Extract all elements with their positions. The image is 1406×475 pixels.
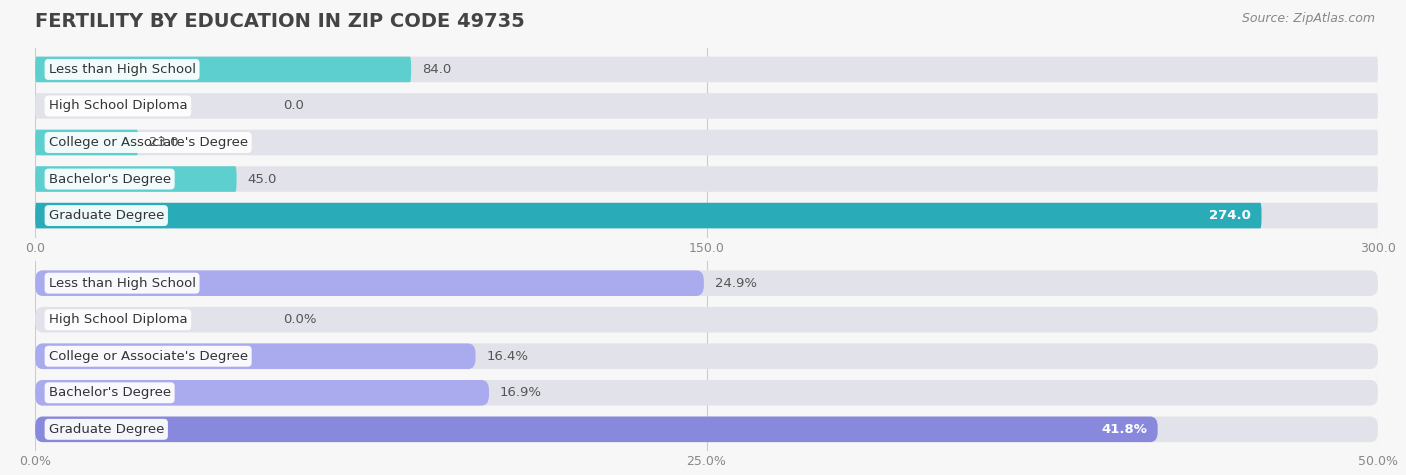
Text: 23.0: 23.0 bbox=[149, 136, 179, 149]
FancyBboxPatch shape bbox=[35, 417, 1378, 442]
FancyBboxPatch shape bbox=[35, 270, 704, 296]
Text: Graduate Degree: Graduate Degree bbox=[49, 209, 165, 222]
FancyBboxPatch shape bbox=[35, 343, 475, 369]
Text: College or Associate's Degree: College or Associate's Degree bbox=[49, 136, 247, 149]
Text: High School Diploma: High School Diploma bbox=[49, 99, 187, 113]
Text: Less than High School: Less than High School bbox=[49, 63, 195, 76]
FancyBboxPatch shape bbox=[35, 57, 1378, 82]
Text: 24.9%: 24.9% bbox=[714, 276, 756, 290]
Text: Bachelor's Degree: Bachelor's Degree bbox=[49, 172, 170, 186]
FancyBboxPatch shape bbox=[35, 380, 489, 406]
FancyBboxPatch shape bbox=[35, 166, 1378, 192]
FancyBboxPatch shape bbox=[35, 130, 1378, 155]
FancyBboxPatch shape bbox=[35, 93, 1378, 119]
Text: Bachelor's Degree: Bachelor's Degree bbox=[49, 386, 170, 399]
Text: 274.0: 274.0 bbox=[1209, 209, 1251, 222]
FancyBboxPatch shape bbox=[35, 203, 1261, 228]
FancyBboxPatch shape bbox=[35, 130, 138, 155]
Text: Source: ZipAtlas.com: Source: ZipAtlas.com bbox=[1241, 12, 1375, 25]
FancyBboxPatch shape bbox=[35, 343, 1378, 369]
Text: FERTILITY BY EDUCATION IN ZIP CODE 49735: FERTILITY BY EDUCATION IN ZIP CODE 49735 bbox=[35, 12, 524, 31]
FancyBboxPatch shape bbox=[35, 307, 1378, 332]
FancyBboxPatch shape bbox=[35, 166, 236, 192]
Text: Less than High School: Less than High School bbox=[49, 276, 195, 290]
Text: 84.0: 84.0 bbox=[422, 63, 451, 76]
Text: 16.9%: 16.9% bbox=[499, 386, 541, 399]
FancyBboxPatch shape bbox=[35, 270, 1378, 296]
Text: Graduate Degree: Graduate Degree bbox=[49, 423, 165, 436]
FancyBboxPatch shape bbox=[35, 203, 1378, 228]
Text: 0.0: 0.0 bbox=[284, 99, 305, 113]
Text: 41.8%: 41.8% bbox=[1101, 423, 1147, 436]
Text: College or Associate's Degree: College or Associate's Degree bbox=[49, 350, 247, 363]
FancyBboxPatch shape bbox=[35, 417, 1157, 442]
FancyBboxPatch shape bbox=[35, 57, 411, 82]
Text: 45.0: 45.0 bbox=[247, 172, 277, 186]
Text: High School Diploma: High School Diploma bbox=[49, 313, 187, 326]
FancyBboxPatch shape bbox=[35, 380, 1378, 406]
Text: 16.4%: 16.4% bbox=[486, 350, 529, 363]
Text: 0.0%: 0.0% bbox=[284, 313, 318, 326]
